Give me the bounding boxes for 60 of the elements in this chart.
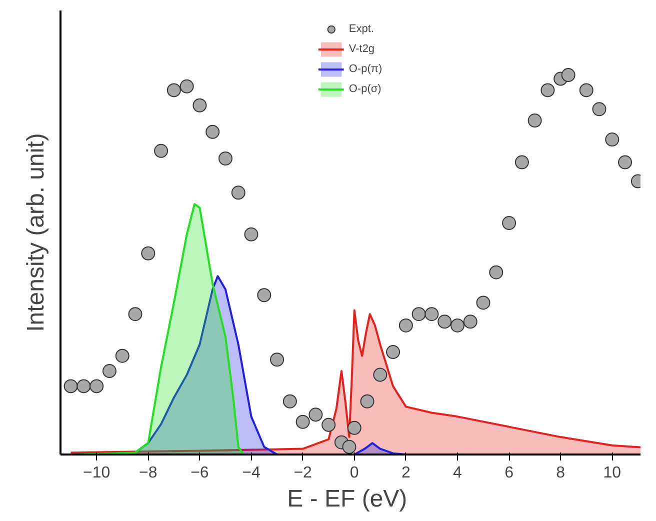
x-tick-label: −10 bbox=[83, 464, 110, 482]
point bbox=[489, 265, 504, 280]
x-tick-label: 2 bbox=[401, 464, 410, 482]
y-axis-title: Intensity (arb. unit) bbox=[22, 133, 50, 332]
point bbox=[592, 102, 606, 116]
point bbox=[450, 318, 464, 332]
point bbox=[64, 379, 78, 394]
legend-label: O-p(π) bbox=[348, 63, 382, 75]
point bbox=[270, 352, 284, 367]
point bbox=[192, 98, 207, 112]
point bbox=[90, 379, 104, 394]
point bbox=[308, 408, 323, 422]
point bbox=[231, 186, 246, 200]
point bbox=[618, 155, 632, 170]
point bbox=[463, 314, 478, 329]
point bbox=[206, 124, 220, 139]
point bbox=[342, 440, 356, 454]
point bbox=[257, 288, 272, 302]
point bbox=[218, 152, 232, 166]
x-tick-label: 8 bbox=[556, 464, 566, 482]
point bbox=[412, 307, 426, 322]
x-tick-label: −2 bbox=[294, 464, 312, 482]
point bbox=[476, 296, 490, 310]
legend-label: Expt. bbox=[348, 23, 374, 35]
point bbox=[438, 314, 452, 329]
legend-label: V-t2g bbox=[348, 43, 375, 55]
point bbox=[322, 418, 336, 432]
legend-label: O-p(σ) bbox=[348, 83, 382, 95]
point bbox=[76, 379, 91, 394]
point bbox=[244, 227, 258, 242]
point bbox=[296, 414, 310, 429]
x-tick-label: −4 bbox=[242, 464, 260, 482]
x-tick-label: −8 bbox=[139, 464, 158, 482]
point bbox=[579, 83, 594, 98]
point bbox=[141, 246, 156, 260]
point bbox=[502, 216, 516, 230]
point bbox=[514, 155, 529, 170]
point bbox=[166, 83, 181, 98]
point bbox=[540, 83, 555, 98]
point bbox=[282, 394, 297, 408]
point bbox=[373, 368, 388, 382]
x-axis-title: E - EF (eV) bbox=[287, 486, 408, 512]
point bbox=[360, 394, 374, 408]
point bbox=[347, 420, 362, 435]
x-tick-label: 10 bbox=[603, 464, 622, 482]
point bbox=[561, 68, 576, 82]
x-tick-label: 0 bbox=[350, 464, 359, 482]
point bbox=[154, 144, 168, 158]
point bbox=[386, 345, 400, 360]
point bbox=[115, 348, 130, 363]
point bbox=[424, 307, 439, 322]
point bbox=[180, 79, 194, 94]
point bbox=[605, 132, 620, 147]
x-tick-label: −6 bbox=[190, 464, 209, 482]
point bbox=[528, 114, 542, 128]
point bbox=[398, 318, 413, 332]
point bbox=[102, 364, 116, 378]
point bbox=[128, 307, 142, 322]
x-tick-label: 4 bbox=[453, 464, 462, 482]
x-tick-label: 6 bbox=[504, 464, 514, 482]
